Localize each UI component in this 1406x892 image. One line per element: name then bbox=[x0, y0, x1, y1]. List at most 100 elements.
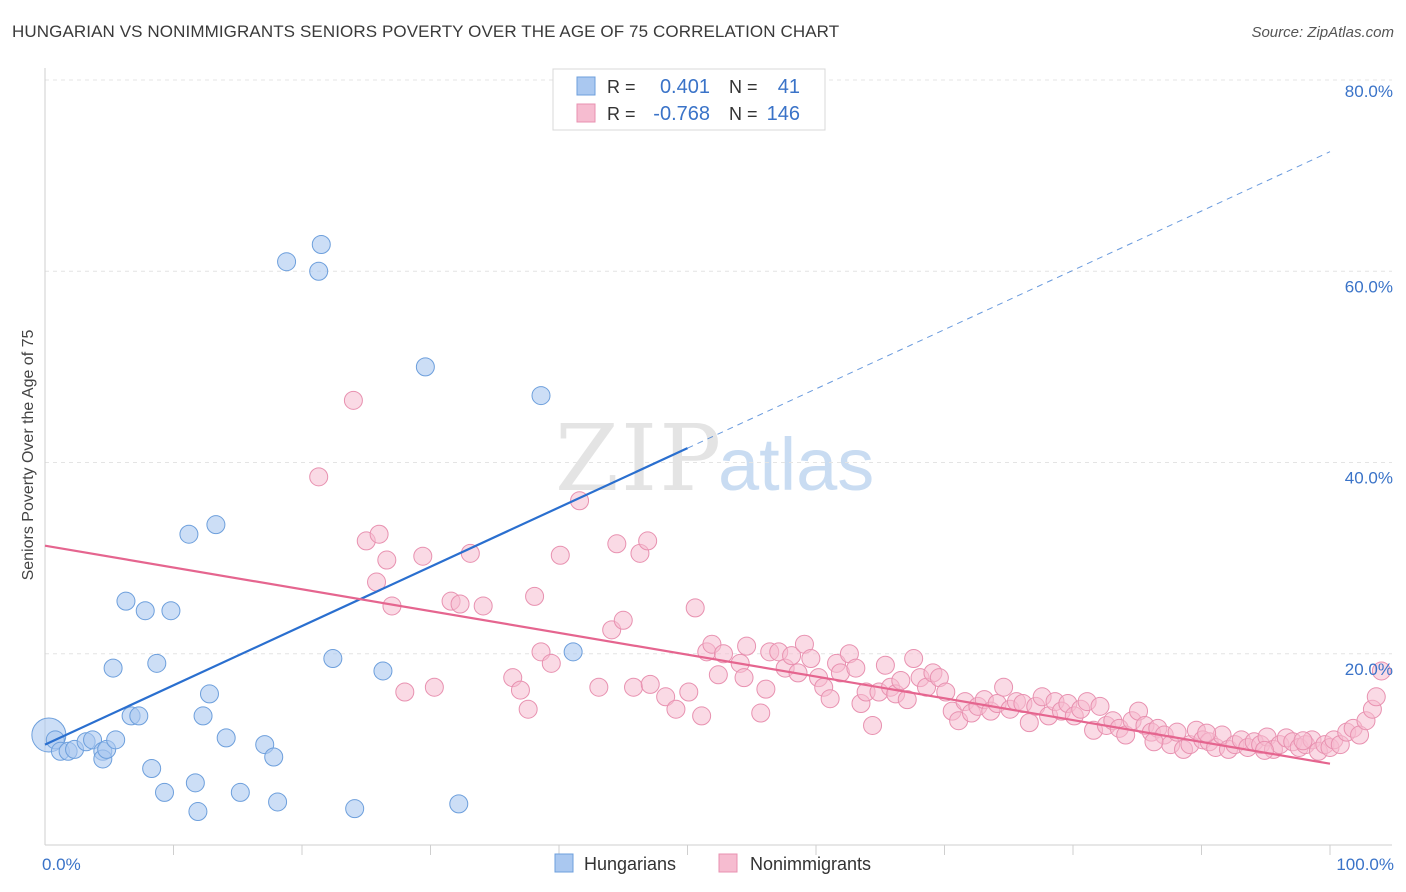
nonimmigrants-point-140 bbox=[1366, 687, 1386, 707]
legend-swatch-hungarians bbox=[576, 76, 596, 96]
legend-r-value-2: -0.768 bbox=[653, 103, 710, 125]
nonimmigrants-point-7 bbox=[395, 682, 415, 702]
nonimmigrants-point-38 bbox=[713, 644, 733, 664]
legend-swatch-nonimmigrants bbox=[576, 103, 596, 123]
nonimmigrants-point-30 bbox=[656, 687, 676, 707]
y-tick-label-20: 20.0% bbox=[1345, 660, 1393, 679]
nonimmigrants-point-19 bbox=[541, 653, 561, 673]
legend-r-label-2: R = bbox=[607, 104, 636, 124]
x-tick-label-max: 100.0% bbox=[1336, 855, 1394, 874]
nonimmigrants-point-20 bbox=[550, 545, 570, 565]
nonimmigrants-point-32 bbox=[679, 682, 699, 702]
nonimmigrants-point-22 bbox=[589, 677, 609, 697]
nonimmigrants-point-0 bbox=[343, 390, 363, 410]
series-legend-swatch-nonimmigrants bbox=[718, 853, 738, 873]
hungarians-trend-line bbox=[44, 447, 688, 746]
nonimmigrants-point-34 bbox=[692, 706, 712, 726]
nonimmigrants-point-4 bbox=[377, 550, 397, 570]
hungarians-point-33 bbox=[311, 234, 331, 254]
hungarians-point-11 bbox=[103, 658, 123, 678]
hungarians-point-39 bbox=[531, 386, 551, 406]
hungarians-point-12 bbox=[116, 591, 136, 611]
nonimmigrants-point-62 bbox=[875, 655, 895, 675]
nonimmigrants-point-96 bbox=[1090, 696, 1110, 716]
hungarians-point-22 bbox=[188, 802, 208, 822]
nonimmigrants-point-85 bbox=[1019, 713, 1039, 733]
nonimmigrants-point-143 bbox=[1197, 723, 1217, 743]
hungarians-point-38 bbox=[449, 794, 469, 814]
x-tick-label-min: 0.0% bbox=[42, 855, 81, 874]
legend-n-label-1: N = bbox=[729, 77, 758, 97]
y-axis-label: Seniors Poverty Over the Age of 75 bbox=[20, 330, 37, 581]
nonimmigrants-point-141 bbox=[1371, 661, 1391, 681]
nonimmigrants-point-145 bbox=[1293, 731, 1313, 751]
hungarians-point-26 bbox=[216, 728, 236, 748]
legend-n-value-2: 146 bbox=[767, 103, 800, 125]
y-tick-label-80: 80.0% bbox=[1345, 82, 1393, 101]
hungarians-point-19 bbox=[161, 601, 181, 621]
nonimmigrants-point-29 bbox=[640, 674, 660, 694]
hungarians-point-29 bbox=[264, 747, 284, 767]
nonimmigrants-point-15 bbox=[510, 680, 530, 700]
hungarians-point-37 bbox=[415, 357, 435, 377]
hungarians-point-31 bbox=[277, 252, 297, 272]
nonimmigrants-point-67 bbox=[904, 649, 924, 669]
hungarians-points bbox=[31, 234, 583, 822]
series-legend-label-nonimmigrants: Nonimmigrants bbox=[750, 854, 871, 874]
nonimmigrants-point-144 bbox=[1254, 740, 1274, 760]
nonimmigrants-point-60 bbox=[863, 715, 883, 735]
nonimmigrants-point-25 bbox=[613, 610, 633, 630]
series-legend-label-hungarians: Hungarians bbox=[584, 854, 676, 874]
hungarians-point-20 bbox=[179, 524, 199, 544]
nonimmigrants-point-42 bbox=[751, 703, 771, 723]
nonimmigrants-point-65 bbox=[891, 671, 911, 691]
correlation-legend-box bbox=[552, 68, 826, 131]
hungarians-point-10 bbox=[106, 730, 126, 750]
chart-title: HUNGARIAN VS NONIMMIGRANTS SENIORS POVER… bbox=[12, 22, 840, 41]
nonimmigrants-point-72 bbox=[936, 682, 956, 702]
nonimmigrants-points bbox=[309, 390, 1391, 761]
y-tick-label-60: 60.0% bbox=[1345, 277, 1393, 296]
nonimmigrants-point-57 bbox=[846, 658, 866, 678]
nonimmigrants-point-50 bbox=[801, 649, 821, 669]
watermark-atlas: atlas bbox=[718, 423, 874, 506]
trendlines bbox=[44, 151, 1331, 765]
nonimmigrants-point-40 bbox=[734, 668, 754, 688]
nonimmigrants-point-66 bbox=[897, 690, 917, 710]
nonimmigrants-point-31 bbox=[666, 699, 686, 719]
nonimmigrants-point-41 bbox=[737, 636, 757, 656]
hungarians-point-18 bbox=[155, 782, 175, 802]
nonimmigrants-trend-line bbox=[44, 544, 1331, 765]
x-ticks bbox=[173, 845, 1331, 855]
legend-r-label-1: R = bbox=[607, 77, 636, 97]
hungarians-point-40 bbox=[563, 642, 583, 662]
series-legend: Hungarians Nonimmigrants bbox=[554, 853, 871, 874]
hungarians-point-35 bbox=[345, 799, 365, 819]
hungarians-trend-extension bbox=[687, 151, 1331, 449]
hungarians-point-30 bbox=[268, 792, 288, 812]
nonimmigrants-point-33 bbox=[685, 598, 705, 618]
nonimmigrants-point-11 bbox=[450, 594, 470, 614]
y-tick-label-40: 40.0% bbox=[1345, 469, 1393, 488]
y-tick-labels: 20.0% 40.0% 60.0% 80.0% bbox=[1345, 82, 1393, 679]
nonimmigrants-point-26 bbox=[624, 677, 644, 697]
nonimmigrants-point-12 bbox=[460, 543, 480, 563]
hungarians-point-24 bbox=[199, 684, 219, 704]
correlation-legend: R = 0.401 N = 41 R = -0.768 N = 146 bbox=[552, 68, 826, 131]
hungarians-point-21 bbox=[185, 773, 205, 793]
nonimmigrants-point-1 bbox=[309, 467, 329, 487]
legend-n-value-1: 41 bbox=[778, 76, 800, 98]
nonimmigrants-point-81 bbox=[994, 677, 1014, 697]
hungarians-point-25 bbox=[206, 515, 226, 535]
nonimmigrants-point-9 bbox=[424, 677, 444, 697]
hungarians-point-36 bbox=[373, 661, 393, 681]
hungarians-point-17 bbox=[147, 653, 167, 673]
nonimmigrants-point-17 bbox=[525, 586, 545, 606]
hungarians-point-14 bbox=[129, 706, 149, 726]
hungarians-point-34 bbox=[323, 649, 343, 669]
nonimmigrants-point-8 bbox=[413, 546, 433, 566]
legend-n-label-2: N = bbox=[729, 104, 758, 124]
nonimmigrants-point-142 bbox=[1144, 732, 1164, 752]
nonimmigrants-point-24 bbox=[607, 534, 627, 554]
nonimmigrants-point-43 bbox=[756, 679, 776, 699]
